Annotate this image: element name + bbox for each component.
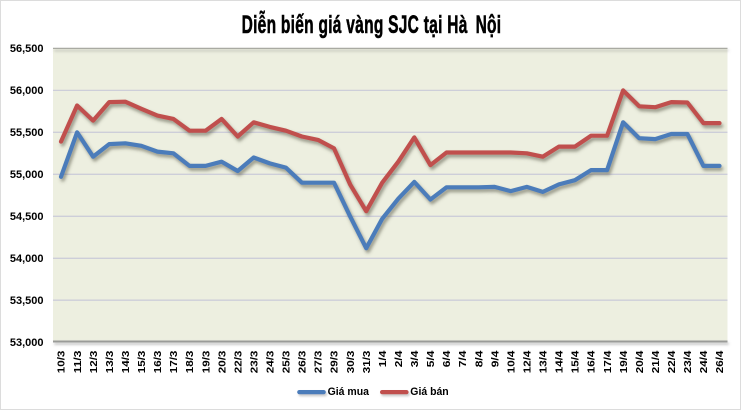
svg-text:Giá bán: Giá bán: [410, 386, 449, 398]
svg-text:11/3: 11/3: [73, 350, 84, 373]
svg-text:1/4: 1/4: [378, 350, 389, 367]
svg-text:29/3: 29/3: [330, 350, 341, 373]
svg-text:24/4: 24/4: [699, 350, 710, 373]
svg-text:22/3: 22/3: [233, 350, 244, 373]
svg-text:14/4: 14/4: [555, 350, 566, 373]
svg-text:16/3: 16/3: [153, 350, 164, 373]
svg-text:21/4: 21/4: [651, 350, 662, 373]
svg-text:3/4: 3/4: [410, 350, 421, 367]
svg-text:22/4: 22/4: [667, 350, 678, 373]
svg-text:55,500: 55,500: [10, 127, 44, 139]
svg-text:24/3: 24/3: [266, 350, 277, 373]
svg-text:54,000: 54,000: [10, 253, 44, 265]
svg-text:13/4: 13/4: [539, 350, 550, 373]
svg-text:20/4: 20/4: [635, 350, 646, 373]
svg-text:23/4: 23/4: [683, 350, 694, 373]
svg-text:25/3: 25/3: [282, 350, 293, 373]
svg-text:31/3: 31/3: [362, 350, 373, 373]
svg-text:12/4: 12/4: [523, 350, 534, 373]
svg-text:6/4: 6/4: [442, 350, 453, 367]
svg-text:14/3: 14/3: [121, 350, 132, 373]
svg-text:Giá mua: Giá mua: [328, 386, 370, 398]
svg-text:26/4: 26/4: [715, 350, 726, 373]
svg-text:7/4: 7/4: [458, 350, 469, 367]
svg-text:16/4: 16/4: [587, 350, 598, 373]
svg-text:19/4: 19/4: [619, 350, 630, 373]
svg-text:23/3: 23/3: [249, 350, 260, 373]
svg-text:17/4: 17/4: [603, 350, 614, 373]
svg-text:15/4: 15/4: [571, 350, 582, 373]
svg-text:53,000: 53,000: [10, 337, 44, 349]
svg-text:5/4: 5/4: [426, 350, 437, 367]
svg-text:2/4: 2/4: [394, 350, 405, 367]
svg-text:30/3: 30/3: [346, 350, 357, 373]
svg-text:27/3: 27/3: [314, 350, 325, 373]
svg-text:10/3: 10/3: [57, 350, 68, 373]
svg-text:17/3: 17/3: [169, 350, 180, 373]
svg-text:13/3: 13/3: [105, 350, 116, 373]
svg-text:9/4: 9/4: [490, 350, 501, 367]
svg-text:10/4: 10/4: [506, 350, 517, 373]
svg-text:15/3: 15/3: [137, 350, 148, 373]
svg-text:19/3: 19/3: [201, 350, 212, 373]
svg-text:20/3: 20/3: [217, 350, 228, 373]
svg-text:12/3: 12/3: [89, 350, 100, 373]
svg-text:26/3: 26/3: [298, 350, 309, 373]
svg-text:56,000: 56,000: [10, 85, 44, 97]
svg-text:8/4: 8/4: [474, 350, 485, 367]
svg-text:55,000: 55,000: [10, 169, 44, 181]
svg-text:18/3: 18/3: [185, 350, 196, 373]
svg-text:54,500: 54,500: [10, 211, 44, 223]
svg-text:53,500: 53,500: [10, 295, 44, 307]
svg-text:56,500: 56,500: [10, 43, 44, 55]
